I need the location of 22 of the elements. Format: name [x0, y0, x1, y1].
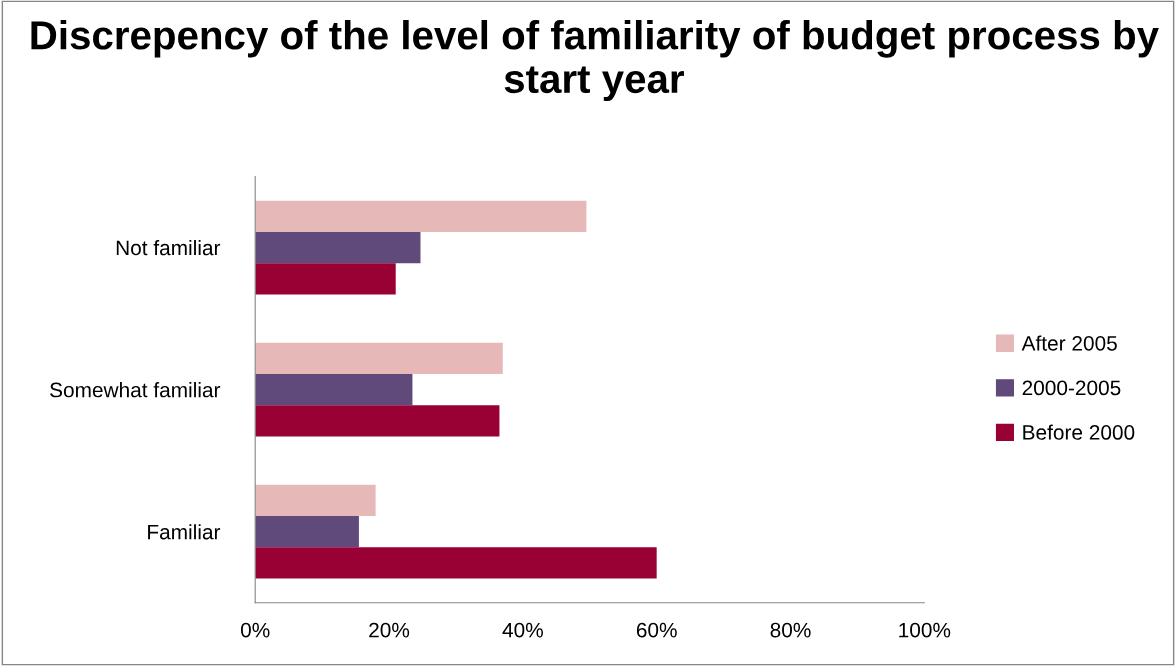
- bar: [255, 547, 657, 579]
- legend-label: Before 2000: [1023, 424, 1135, 440]
- bar: [255, 342, 503, 374]
- bar: [255, 231, 421, 264]
- bar: [255, 516, 359, 548]
- legend-label: After 2005: [1021, 335, 1117, 351]
- x-tick-label: 0%: [240, 622, 270, 638]
- bar: [255, 484, 376, 517]
- bar: [255, 200, 587, 232]
- x-tick-label: 60%: [636, 622, 677, 638]
- legend-label: 2000-2005: [1022, 380, 1121, 396]
- x-tick-label: 100%: [899, 622, 951, 638]
- bar: [255, 373, 413, 406]
- y-tick-label: Familiar: [148, 524, 221, 540]
- chart-title: Discrepency of the level of familiarity of budget process by start year: [31, 19, 1159, 102]
- x-tick-label: 80%: [770, 622, 811, 638]
- y-tick-label: Somewhat familiar: [50, 382, 221, 398]
- x-tick-label: 20%: [369, 622, 410, 638]
- bar: [255, 263, 396, 295]
- bar: [255, 405, 500, 437]
- x-tick-label: 40%: [502, 622, 543, 638]
- y-tick-label: Not familiar: [116, 239, 221, 256]
